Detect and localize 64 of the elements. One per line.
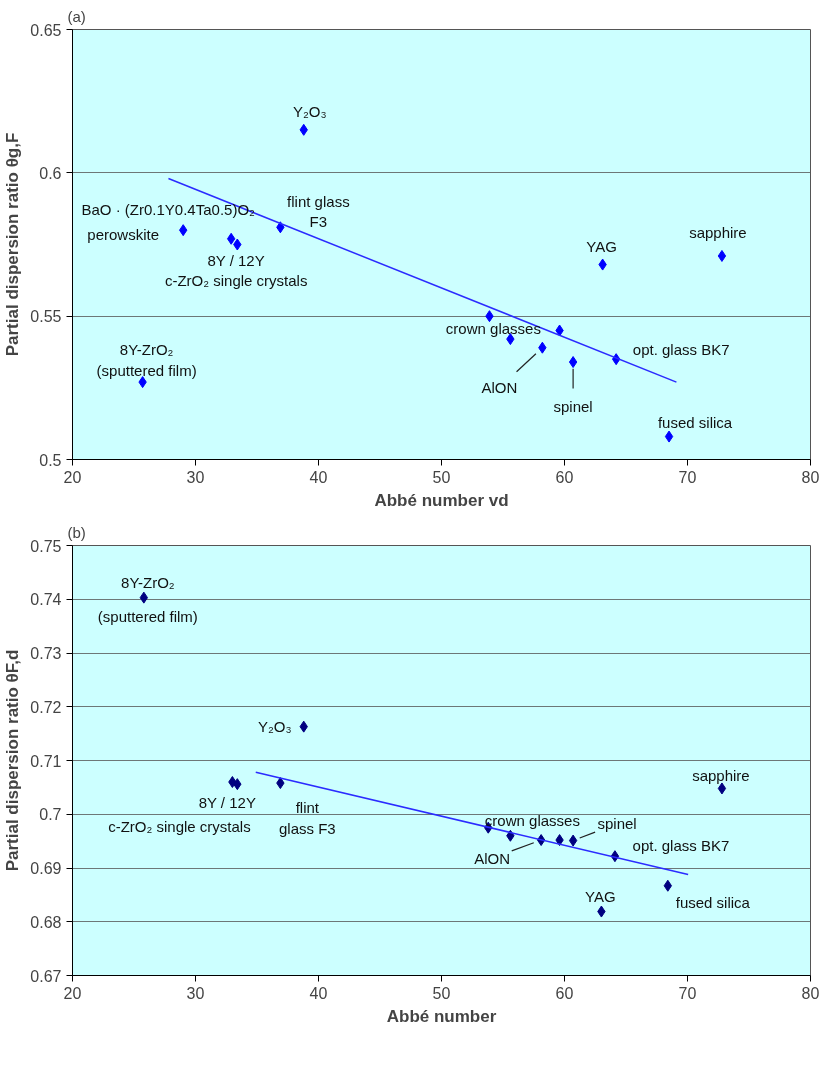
annotation: 8Y / 12Y c-ZrO₂ single crystals (164, 252, 308, 290)
annotation: AlON (481, 379, 518, 397)
y-tick-label: 0.67 (30, 967, 62, 985)
annotation: spinel (597, 815, 637, 833)
y-tick-label: 0.6 (39, 164, 62, 182)
y-tick-label: 0.65 (30, 21, 62, 39)
x-tick-label: 80 (801, 468, 820, 486)
point (568, 834, 578, 847)
x-tick-label: 20 (63, 984, 82, 1002)
annotation: fused silica (657, 414, 733, 432)
x-tick-label: 30 (186, 984, 205, 1002)
annotation: AlON (474, 849, 511, 867)
y-tick-label: 0.69 (30, 860, 62, 877)
point (717, 249, 727, 262)
annotation: (sputtered film) (97, 608, 198, 626)
y-tick-label: 0.55 (30, 308, 62, 326)
y-tick-label: 0.73 (30, 645, 62, 662)
x-axis-title: Abbé number vd (374, 490, 509, 510)
annotation: YAG (586, 238, 617, 256)
x-axis-title: Abbé number (386, 1006, 497, 1026)
x-tick-label: 50 (432, 984, 451, 1002)
annotation: flint glass F3 (287, 192, 350, 230)
x-tick-label: 30 (186, 468, 205, 486)
annotation: opt. glass BK7 (632, 836, 730, 854)
annotation: BaO · (Zr0.1Y0.4Ta0.5)O₂ (81, 200, 256, 218)
annotation: perowskite (87, 225, 160, 243)
x-tick-label: 70 (678, 984, 697, 1002)
point (568, 356, 578, 369)
annotation: sapphire (692, 766, 750, 784)
y-tick-label: 0.75 (30, 537, 62, 555)
point (664, 430, 674, 443)
annotation: 8Y / 12Y (198, 793, 256, 811)
point (139, 591, 149, 604)
y-axis-title: Partial dispersion ratio θF,d (3, 649, 23, 872)
y-tick-label: 0.72 (30, 698, 62, 716)
chart-title: (a) (67, 7, 86, 25)
chart-title: (b) (67, 523, 86, 541)
annotation: opt. glass BK7 (632, 340, 730, 358)
y-tick-label: 0.5 (39, 451, 62, 469)
y-tick-label: 0.68 (30, 913, 62, 931)
annotation: Y₂O₃ (257, 718, 292, 736)
annotation: 8Y-ZrO₂ (sputtered film) (96, 341, 197, 379)
annotation: c-ZrO₂ single crystals (108, 817, 251, 835)
annotation: fused silica (675, 894, 751, 912)
x-tick-label: 50 (432, 468, 451, 486)
y-tick-label: 0.74 (30, 591, 62, 609)
annotation: sapphire (689, 224, 747, 242)
annotation: spinel (553, 397, 593, 415)
x-tick-label: 40 (309, 468, 328, 486)
y-tick-label: 0.71 (30, 752, 62, 770)
y-tick-label: 0.7 (39, 806, 62, 824)
annotation: Y₂O₃ (292, 103, 327, 121)
x-tick-label: 40 (309, 984, 328, 1002)
annotation: crown glasses (445, 319, 541, 337)
x-tick-label: 80 (801, 984, 820, 1002)
x-tick-label: 70 (678, 468, 697, 486)
annotation: crown glasses (484, 812, 580, 830)
annotation: YAG (585, 888, 616, 906)
x-tick-label: 60 (555, 468, 574, 486)
annotation: 8Y-ZrO₂ (121, 574, 175, 592)
x-tick-label: 20 (63, 468, 82, 486)
y-axis-title: Partial dispersion ratio θg,F (3, 132, 23, 357)
x-tick-label: 60 (555, 984, 574, 1002)
annotation: flint glass F3 (279, 799, 336, 837)
